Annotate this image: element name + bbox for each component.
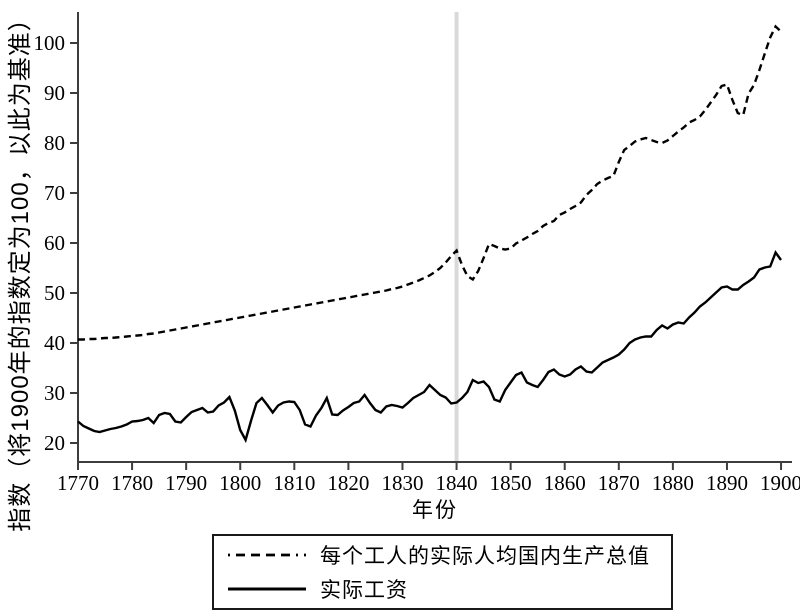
x-tick-label: 1800 (219, 471, 261, 495)
y-tick-label: 30 (44, 381, 65, 405)
y-tick-label: 100 (34, 31, 66, 55)
y-tick-label: 90 (44, 81, 65, 105)
x-tick-label: 1870 (598, 471, 640, 495)
legend-box: 每个工人的实际人均国内生产总值 实际工资 (212, 534, 673, 610)
legend-entry-wage: 实际工资 (226, 574, 671, 604)
x-tick-label: 1840 (436, 471, 478, 495)
x-tick-label: 1780 (111, 471, 153, 495)
x-tick-label: 1900 (760, 471, 800, 495)
x-tick-label: 1830 (381, 471, 423, 495)
y-tick-label: 70 (44, 181, 65, 205)
legend-entry-gdp: 每个工人的实际人均国内生产总值 (226, 540, 671, 570)
x-tick-label: 1860 (544, 471, 586, 495)
x-tick-label: 1880 (652, 471, 694, 495)
x-tick-label: 1770 (57, 471, 99, 495)
y-tick-label: 40 (44, 331, 65, 355)
legend-label-real-wage: 实际工资 (320, 579, 408, 602)
x-tick-label: 1820 (327, 471, 369, 495)
dashed-line-sample-icon (228, 553, 306, 557)
legend-label-gdp-per-worker: 每个工人的实际人均国内生产总值 (320, 545, 650, 568)
x-tick-label: 1790 (165, 471, 207, 495)
y-tick-label: 20 (44, 431, 65, 455)
x-tick-label: 1890 (706, 471, 748, 495)
y-tick-label: 50 (44, 281, 65, 305)
solid-line-sample-icon (228, 587, 306, 591)
y-tick-label: 60 (44, 231, 65, 255)
gdp-per-worker-line (78, 24, 782, 341)
y-axis-title: 指数（将1900年的指数定为100，以此为基准） (7, 6, 34, 532)
y-tick-label: 80 (44, 131, 65, 155)
x-tick-label: 1810 (273, 471, 315, 495)
x-tick-label: 1850 (490, 471, 532, 495)
real-wage-line (77, 249, 782, 444)
x-axis-title: 年份 (412, 499, 458, 522)
